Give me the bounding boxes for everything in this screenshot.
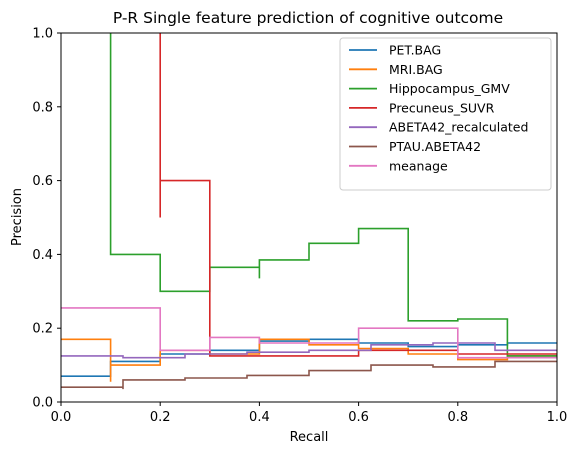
legend-label: MRI.BAG — [389, 62, 443, 77]
legend-label: ABETA42_recalculated — [389, 120, 528, 135]
y-tick-label: 1.0 — [32, 27, 53, 42]
legend-label: Precuneus_SUVR — [389, 100, 495, 115]
legend: PET.BAG MRI.BAG Hippocampus_GMV Precuneus_S… — [339, 37, 552, 191]
y-tick-label: 0.6 — [32, 174, 53, 189]
series-line-hippocampus-gmv — [109, 33, 557, 357]
series-line-meanage — [61, 307, 557, 359]
x-tick-label: 0.4 — [249, 410, 270, 425]
x-tick-label: 1.0 — [547, 410, 568, 425]
x-tick-label: 0.8 — [447, 410, 468, 425]
y-axis-label: Precision — [10, 188, 25, 246]
x-axis-ticks: 0.0 0.2 0.4 0.6 0.8 1.0 — [51, 402, 568, 425]
y-axis-ticks: 0.0 0.2 0.4 0.6 0.8 1.0 — [32, 27, 61, 411]
y-tick-label: 0.8 — [32, 100, 53, 115]
x-tick-label: 0.0 — [51, 410, 72, 425]
x-axis-label: Recall — [290, 430, 329, 445]
y-tick-label: 0.4 — [32, 248, 53, 263]
legend-label: PTAU.ABETA42 — [389, 139, 481, 154]
x-tick-label: 0.2 — [150, 410, 171, 425]
x-tick-label: 0.6 — [348, 410, 369, 425]
legend-frame — [339, 37, 552, 191]
y-tick-label: 0.2 — [32, 322, 53, 337]
legend-label: Hippocampus_GMV — [389, 81, 510, 96]
y-tick-label: 0.0 — [32, 396, 53, 411]
series-line-ptau-abeta42 — [61, 360, 557, 390]
plot-frame — [60, 32, 558, 403]
legend-label: meanage — [389, 158, 448, 173]
chart-title: P-R Single feature prediction of cogniti… — [113, 9, 503, 27]
series-line-abeta42-recalculated — [61, 342, 557, 359]
series-layer — [61, 33, 557, 390]
legend-label: PET.BAG — [389, 43, 441, 58]
